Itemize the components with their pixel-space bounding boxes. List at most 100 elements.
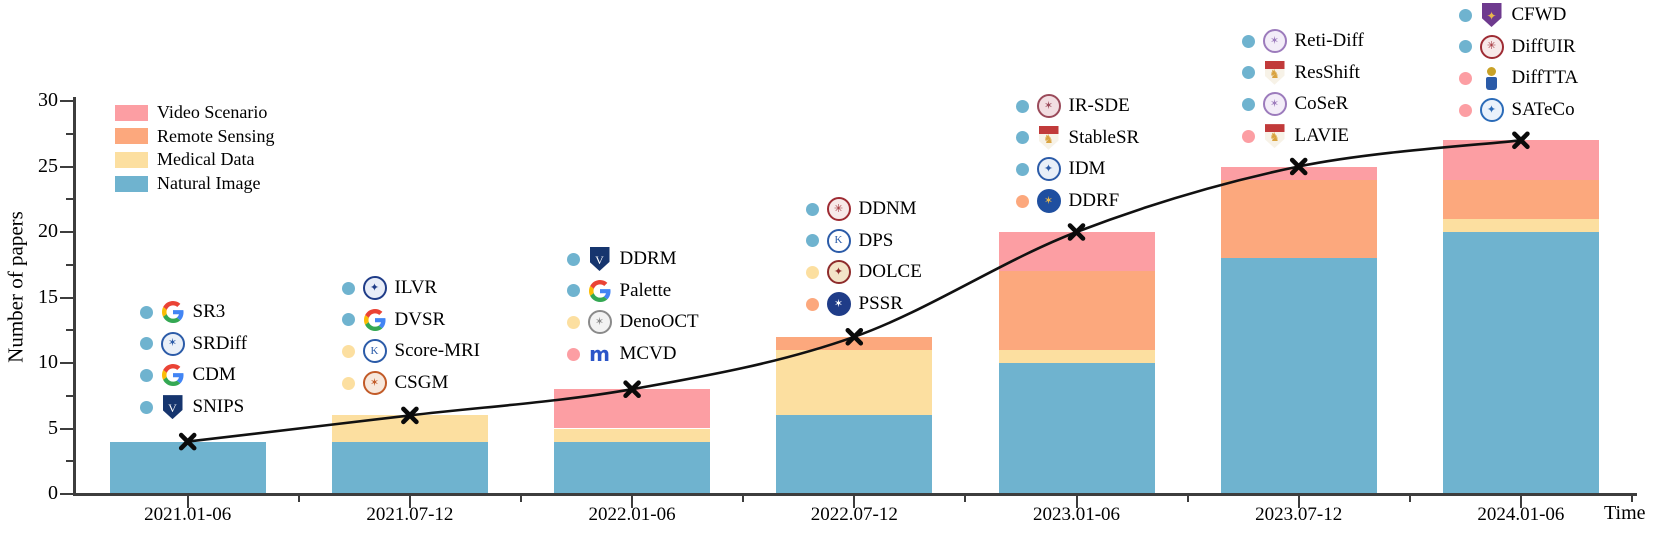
category-dot xyxy=(341,281,355,295)
bar-segment-video-scenario xyxy=(1442,140,1599,180)
seal-logo-icon: ✶ xyxy=(362,370,388,396)
category-dot xyxy=(805,234,819,248)
seal-logo-icon: ✶ xyxy=(1036,188,1062,214)
paper-label: CSGM xyxy=(394,372,449,394)
mark-logo-icon: m xyxy=(589,342,610,367)
legend-label: Medical Data xyxy=(157,149,255,170)
category-dot xyxy=(1015,99,1029,113)
x-minor-tick xyxy=(1631,495,1633,502)
category-dot xyxy=(805,265,819,279)
bar-segment-natural-image xyxy=(1220,258,1377,494)
legend-label: Natural Image xyxy=(157,173,261,194)
seal-logo-icon: ✦ xyxy=(1036,156,1062,182)
x-major-tick xyxy=(1075,495,1078,508)
x-major-tick xyxy=(1297,495,1300,508)
paper-label: ILVR xyxy=(394,277,438,298)
paper-item: ✶ SRDiff xyxy=(139,330,248,358)
google-logo-icon xyxy=(587,278,613,304)
bar-segment-video-scenario xyxy=(1220,166,1377,180)
category-dot xyxy=(139,337,153,351)
bar-segment-video-scenario xyxy=(998,232,1155,272)
google-logo-icon xyxy=(160,299,186,325)
category-dot xyxy=(1458,103,1472,117)
seal-logo-icon: ✶ xyxy=(1262,28,1288,54)
category-dot xyxy=(1015,162,1029,176)
paper-item: ✶ Reti-Diff xyxy=(1241,27,1364,55)
paper-item: ✶ IR-SDE xyxy=(1015,92,1130,120)
x-major-tick xyxy=(186,495,189,508)
paper-label: SATeCo xyxy=(1511,99,1575,121)
x-tick-label: 2022.01-06 xyxy=(588,504,676,525)
paper-label: StableSR xyxy=(1068,126,1140,148)
x-minor-tick xyxy=(297,495,300,502)
bar-segment-natural-image xyxy=(554,441,711,494)
paper-label: DiffUIR xyxy=(1511,35,1576,57)
paper-label: CFWD xyxy=(1511,4,1567,25)
seal-logo-icon: K xyxy=(362,338,388,364)
bar-segment-remote-sensing xyxy=(998,271,1155,350)
y-major-tick xyxy=(60,231,73,233)
x-tick-label: 2023.07-12 xyxy=(1255,504,1343,525)
category-dot xyxy=(1458,8,1472,22)
paper-label: Palette xyxy=(619,279,672,301)
paper-item: m MCVD xyxy=(566,340,677,368)
bar-segment-natural-image xyxy=(1442,232,1599,494)
bar-segment-medical-data xyxy=(554,428,711,442)
shield-logo-icon: ♞ xyxy=(1262,60,1288,86)
y-axis-line xyxy=(73,97,76,496)
y-tick-label: 10 xyxy=(38,351,58,373)
y-tick-label: 30 xyxy=(38,89,58,111)
paper-item: V DDRM xyxy=(566,245,677,273)
y-minor-tick xyxy=(66,198,73,201)
x-axis-title: Time xyxy=(1604,502,1646,524)
paper-item: ✦ IDM xyxy=(1015,155,1105,183)
paper-item: ♞ LAVIE xyxy=(1241,122,1349,150)
legend-item: Natural Image xyxy=(115,173,260,194)
legend-swatch xyxy=(115,104,148,121)
seal-logo-icon: K xyxy=(826,228,852,254)
x-minor-tick xyxy=(1186,495,1189,502)
legend-swatch xyxy=(115,151,148,168)
paper-item: SR3 xyxy=(139,298,225,326)
category-dot xyxy=(139,400,153,414)
shield-logo-icon: V xyxy=(587,246,613,272)
paper-label: DDRF xyxy=(1068,190,1120,212)
category-dot xyxy=(1241,34,1255,48)
y-minor-tick xyxy=(66,132,73,135)
y-minor-tick xyxy=(66,394,73,397)
x-major-tick xyxy=(1519,495,1522,508)
seal-logo-icon: ✶ xyxy=(587,309,613,335)
seal-logo-icon: ✶ xyxy=(1036,93,1062,119)
x-minor-tick xyxy=(1408,495,1411,502)
paper-item: ♞ StableSR xyxy=(1015,124,1140,152)
paper-label: ResShift xyxy=(1294,61,1360,83)
y-major-tick xyxy=(60,427,73,430)
seal-logo-icon: ✶ xyxy=(160,331,186,357)
category-dot xyxy=(1015,194,1029,208)
paper-label: CDM xyxy=(192,364,236,386)
bar-segment-medical-data xyxy=(998,349,1155,363)
paper-label: SRDiff xyxy=(192,332,248,354)
x-major-tick xyxy=(853,495,856,508)
paper-label: DPS xyxy=(858,229,894,251)
y-major-tick xyxy=(60,296,73,299)
category-dot xyxy=(566,347,580,361)
category-dot xyxy=(139,305,153,319)
category-dot xyxy=(1458,40,1472,54)
category-dot xyxy=(566,252,580,266)
seal-logo-icon: ✶ xyxy=(826,291,852,317)
paper-label: Reti-Diff xyxy=(1294,30,1364,51)
x-minor-tick xyxy=(742,495,745,502)
shield-logo-icon: ♞ xyxy=(1262,123,1288,149)
bar-segment-medical-data xyxy=(331,415,488,442)
category-dot xyxy=(566,315,580,329)
y-tick-label: 15 xyxy=(38,285,58,308)
x-major-tick xyxy=(631,495,634,508)
legend-swatch xyxy=(115,175,148,192)
legend-label: Remote Sensing xyxy=(157,125,275,146)
bar-segment-medical-data xyxy=(1442,218,1599,232)
paper-item: DVSR xyxy=(341,306,445,334)
paper-label: MCVD xyxy=(619,343,677,365)
paper-label: SNIPS xyxy=(192,396,245,418)
category-dot xyxy=(341,376,355,390)
